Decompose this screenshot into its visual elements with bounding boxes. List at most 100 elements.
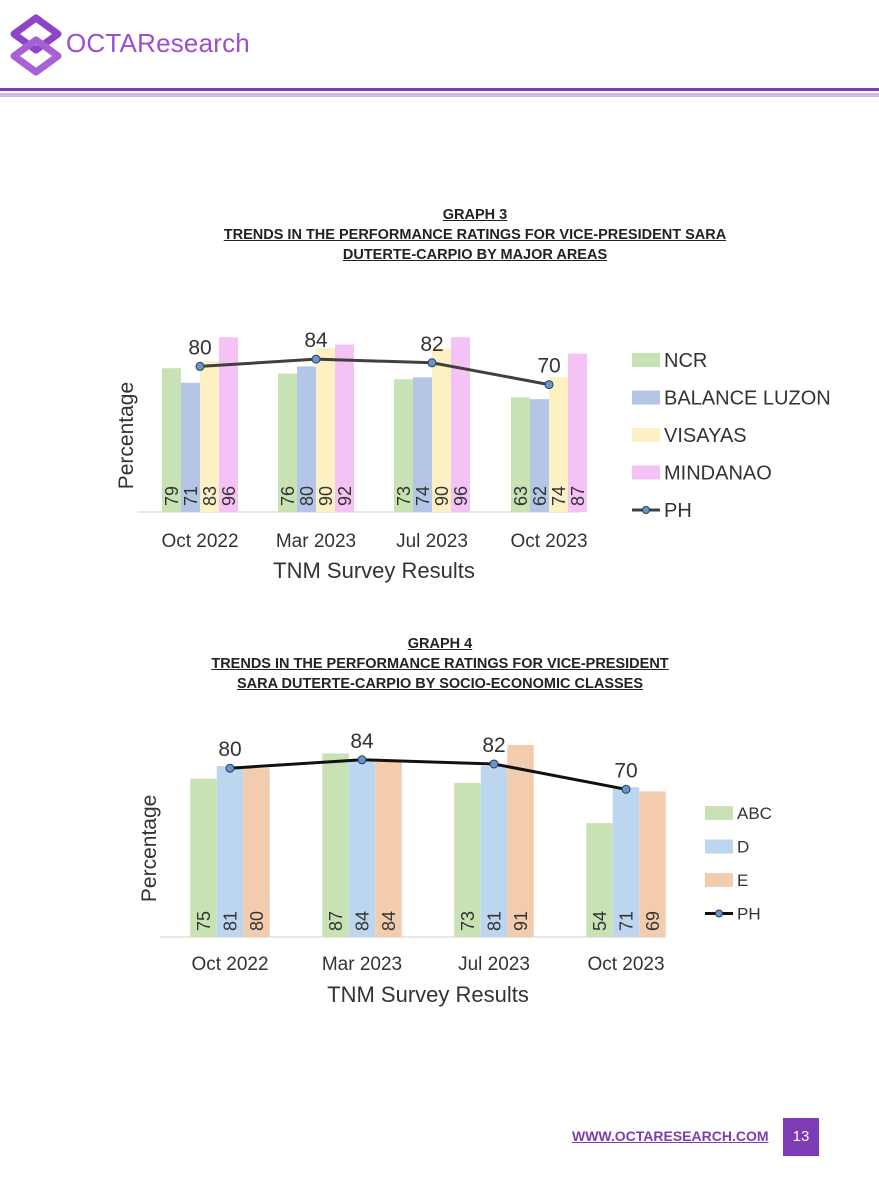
graph4-bar: [639, 791, 666, 937]
graph4-bar-value-label: 71: [616, 911, 636, 931]
graph3-bar-value-label: 80: [297, 486, 317, 506]
graph3-ph-point: [311, 354, 321, 364]
graph3-ph-point: [544, 380, 554, 390]
graph3-bar: [413, 377, 432, 512]
graph4-bar-value-label: 80: [247, 911, 267, 931]
graph3-bar: [432, 348, 451, 512]
graph3-title: GRAPH 3 TRENDS IN THE PERFORMANCE RATING…: [150, 205, 800, 265]
graph4-bar: [480, 766, 508, 937]
graph3-bar-value-label: 90: [432, 486, 452, 506]
graph4-bar: [348, 759, 376, 937]
brand-name: OCTAResearch: [66, 28, 250, 58]
graph3-bar-value-label: 76: [278, 486, 298, 506]
graph3-title-line-3: DUTERTE-CARPIO BY MAJOR AREAS: [342, 247, 608, 263]
graph3-category-label: Mar 2023: [276, 531, 356, 552]
page-number: 13: [783, 1118, 819, 1156]
graph4-legend-swatch: [705, 806, 733, 820]
graph4-legend-label: ABC: [737, 804, 772, 823]
graph3-bar: [316, 348, 335, 512]
graph4-bar-value-label: 84: [379, 911, 399, 931]
graph4-bar-value-label: 75: [194, 911, 214, 931]
graph4-category-label: Mar 2023: [322, 954, 402, 975]
website-link[interactable]: WWW.OCTARESEARCH.COM: [572, 1128, 769, 1144]
graph4-chart: Percentage 75 81 80 Oct 2022 87 84 84 Mar 2023 73…: [138, 730, 772, 1007]
graph4-bar-value-label: 87: [326, 911, 346, 931]
graph4-bar-value-label: 54: [590, 911, 610, 931]
graph4-title-line-1: GRAPH 4: [407, 636, 473, 652]
graph3-bar-value-label: 74: [549, 486, 569, 506]
graph3-bar: [549, 377, 568, 512]
graph3-bar: [335, 344, 354, 512]
graph4-bar: [216, 766, 244, 937]
graph4-title: GRAPH 4 TRENDS IN THE PERFORMANCE RATING…: [130, 634, 750, 694]
graph4-ph-point: [357, 755, 367, 765]
graph4-bar-value-label: 69: [643, 911, 663, 931]
graph3-legend-label: NCR: [664, 350, 707, 372]
octa-logo-icon: [8, 14, 64, 76]
graph3-bar: [451, 337, 470, 512]
graph4-bar: [507, 744, 534, 937]
graph3-bar: [278, 373, 297, 512]
graph4-bar: [586, 823, 613, 937]
graph3-bar-value-label: 73: [394, 486, 414, 506]
graph4-ph-value-label: 80: [218, 738, 241, 761]
graph3-bar-value-label: 62: [530, 486, 550, 506]
graph4-bar: [243, 768, 270, 937]
graph4-category-label: Oct 2022: [191, 954, 268, 975]
graph3-title-line-2: TRENDS IN THE PERFORMANCE RATINGS FOR VI…: [223, 227, 727, 243]
graph4-legend-swatch: [705, 873, 733, 887]
graph3-bar-value-label: 87: [568, 486, 588, 506]
header-rule-light: [0, 93, 879, 97]
graph4-ph-point: [621, 784, 631, 794]
graph3-bar: [530, 399, 549, 512]
graph4-bar: [322, 753, 349, 937]
graph3-ph-value-label: 84: [304, 329, 328, 352]
graph3-y-axis-label: Percentage: [115, 382, 138, 489]
graph3-ph-point: [195, 361, 205, 371]
graph3-bar: [200, 360, 219, 512]
graph4-legend-label: D: [737, 838, 749, 857]
graph4-legend-label: E: [737, 871, 748, 890]
graph3-bar: [162, 368, 181, 512]
graph4-category-label: Jul 2023: [458, 954, 530, 975]
graph4-bar: [612, 787, 640, 937]
graph3-legend-swatch: [632, 465, 660, 480]
graph4-title-line-3: SARA DUTERTE-CARPIO BY SOCIO-ECONOMIC CL…: [236, 676, 644, 692]
graph3-bar-value-label: 79: [162, 486, 182, 506]
graph3-legend-swatch: [632, 428, 660, 442]
graph4-category-label: Oct 2023: [587, 954, 664, 975]
graph4-bar-value-label: 73: [458, 911, 478, 931]
graph4-bar: [454, 782, 481, 937]
graph3-legend-label: MINDANAO: [664, 463, 772, 485]
graph3-category-label: Oct 2022: [161, 531, 238, 552]
graph4-ph-point: [225, 763, 235, 773]
graph3-legend-line-marker: [642, 506, 650, 514]
graph3-bar-value-label: 92: [335, 486, 355, 506]
graph3-legend-label: BALANCE LUZON: [664, 388, 831, 410]
page-header: OCTAResearch: [0, 0, 879, 100]
graph3-ph-line: [199, 357, 550, 387]
graph3-bar: [181, 382, 200, 512]
graph4-bar-value-label: 81: [484, 911, 504, 931]
graph4-bar-value-label: 91: [511, 911, 531, 931]
graph3-ph-value-label: 70: [537, 355, 560, 378]
graph4-legend-swatch: [705, 839, 733, 854]
graph4-bar-value-label: 84: [352, 911, 372, 931]
graph3-bar: [511, 397, 530, 512]
graph3-bar: [394, 379, 413, 512]
graph3-ph-value-label: 82: [420, 333, 443, 356]
graph3-legend-swatch: [632, 353, 660, 367]
graph3-bar: [219, 337, 238, 512]
graph4-ph-point: [489, 759, 499, 769]
graph4-legend-label: PH: [737, 905, 761, 924]
graph3-legend-label: VISAYAS: [664, 425, 747, 447]
graph3-legend-swatch: [632, 390, 660, 405]
graph3-bar-value-label: 90: [316, 486, 336, 506]
graph3-category-label: Jul 2023: [396, 531, 468, 552]
header-rule: [0, 88, 879, 91]
graph3-bar-value-label: 96: [451, 486, 471, 506]
graph3-bar-value-label: 71: [181, 486, 201, 506]
graph3-bar-value-label: 83: [200, 486, 220, 506]
graph3-legend-label: PH: [664, 500, 692, 522]
